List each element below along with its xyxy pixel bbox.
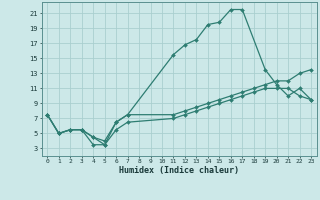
X-axis label: Humidex (Indice chaleur): Humidex (Indice chaleur) — [119, 166, 239, 175]
